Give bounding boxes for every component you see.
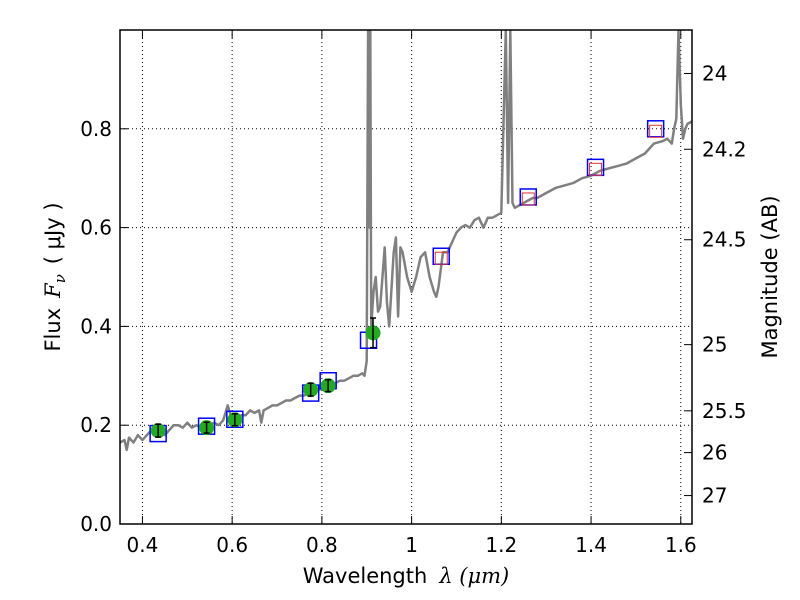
- y-axis-label: Flux Fν ( μJy ): [41, 202, 69, 351]
- x-tick-label: 0.8: [306, 533, 338, 557]
- model-spectrum-layer: [120, 30, 692, 452]
- y-tick-label: 0.6: [80, 216, 112, 240]
- near-ir-square: [434, 251, 448, 265]
- x-tick-label: 1.4: [575, 533, 607, 557]
- mag-tick-label: 25: [702, 333, 727, 357]
- model-photometry-square: [226, 410, 244, 429]
- x-tick-label: 0.4: [127, 533, 159, 557]
- near-ir-square: [589, 162, 603, 176]
- mag-tick-label: 25.5: [702, 399, 747, 423]
- x-tick-label: 1.2: [485, 533, 517, 557]
- x-axis-label: Wavelength λ (μm): [303, 564, 510, 588]
- x-axis-label-text: Wavelength: [303, 564, 428, 588]
- y-axis-label-math: F: [41, 282, 65, 299]
- model-spectrum-line: [120, 30, 692, 452]
- plot-frame: [119, 29, 693, 525]
- mag-tick-label: 27: [702, 484, 727, 508]
- x-tick-label: 0.6: [216, 533, 248, 557]
- y-axis-label-text: Flux: [41, 308, 65, 352]
- x-tick-label: 1.6: [665, 533, 697, 557]
- mag-tick-label: 26: [702, 441, 727, 465]
- near-ir-square: [521, 192, 535, 206]
- x-axis-label-math: λ (μm): [438, 564, 509, 588]
- mag-tick-label: 24: [702, 61, 727, 85]
- marker-layer: [149, 120, 665, 443]
- axis-ticks: 0.4 0.6 0.8 1 1.2 1.4 1.6 0.0 0.2 0.4 0.6 0.8 24 24.2…: [80, 30, 747, 557]
- y-tick-label: 0.0: [80, 512, 112, 536]
- y-axis-label-subscript: ν: [51, 274, 69, 283]
- y-tick-label: 0.2: [80, 413, 112, 437]
- y-tick-label: 0.8: [80, 117, 112, 141]
- near-ir-square: [649, 124, 663, 138]
- mag-tick-label: 24.5: [702, 228, 747, 252]
- mag-tick-label: 24.2: [702, 137, 747, 161]
- x-tick-label: 1: [405, 533, 418, 557]
- y2-axis-label: Magnitude (AB): [758, 195, 782, 358]
- y-axis-label-unit: ( μJy ): [41, 202, 65, 264]
- y-tick-label: 0.4: [80, 314, 112, 338]
